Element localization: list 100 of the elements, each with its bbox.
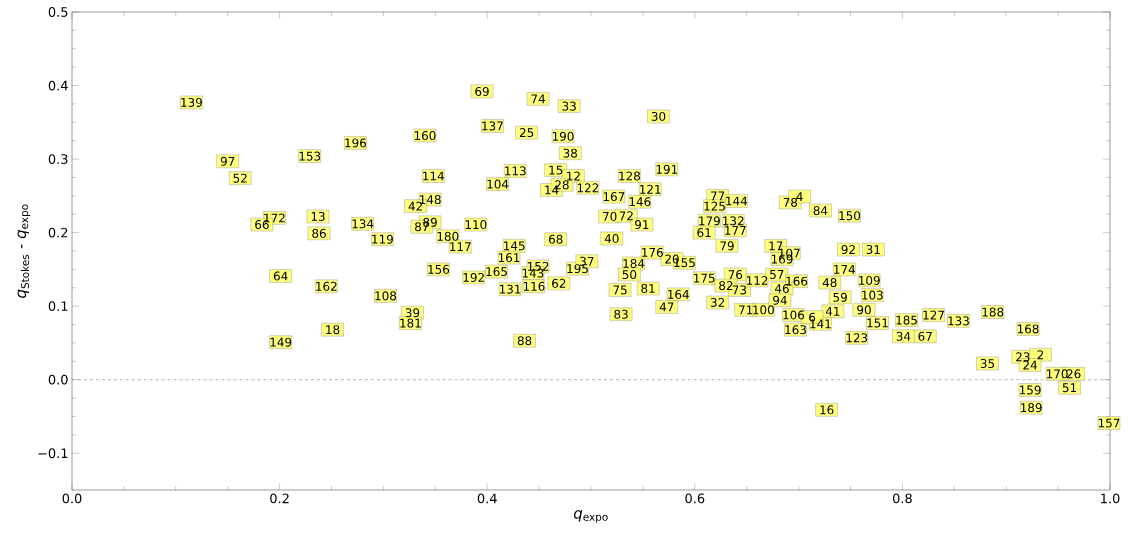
annotation: 83 — [614, 309, 628, 319]
annotation: 192 — [463, 272, 484, 282]
annotation: 23 — [1016, 352, 1030, 362]
annotation: 114 — [423, 171, 444, 181]
annotation: 139 — [181, 97, 202, 107]
annotation: 94 — [773, 295, 787, 305]
annotation: 125 — [704, 201, 725, 211]
annotation: 79 — [720, 241, 734, 251]
annotation: 165 — [486, 267, 507, 277]
x-tick-label: 0.0 — [62, 493, 82, 504]
x-tick-label: 0.4 — [477, 493, 497, 504]
annotation: 145 — [504, 241, 525, 251]
annotation: 59 — [833, 292, 847, 302]
annotation: 12 — [567, 171, 580, 181]
annotation: 117 — [450, 242, 471, 251]
annotation: 196 — [345, 138, 367, 148]
annotation: 42 — [408, 201, 422, 211]
annotation: 57 — [770, 270, 784, 279]
annotation: 40 — [604, 233, 619, 244]
annotation: 31 — [866, 245, 880, 255]
annotation: 121 — [640, 184, 661, 194]
annotation: 168 — [1017, 324, 1039, 334]
annotation: 37 — [580, 256, 594, 266]
annotation: 33 — [562, 101, 576, 111]
annotation: 148 — [420, 195, 441, 205]
annotation: 191 — [656, 164, 678, 174]
annotation: 25 — [519, 128, 534, 138]
annotation: 50 — [622, 270, 637, 280]
x-axis-title: q$_{expo}$ — [573, 510, 608, 523]
annotation: 106 — [783, 310, 805, 320]
annotation: 132 — [723, 216, 744, 226]
annotation: 162 — [316, 281, 337, 291]
annotation: 189 — [1021, 403, 1042, 413]
annotation: 90 — [857, 305, 871, 315]
annotation: 166 — [786, 276, 808, 286]
annotation: 133 — [948, 316, 969, 326]
annotation: 38 — [563, 148, 578, 158]
y-axis-title: q$_{Stokes}$ - q$_{expo}$ — [17, 204, 31, 298]
annotation: 39 — [405, 308, 420, 318]
annotation: 177 — [725, 226, 746, 235]
annotation: 47 — [659, 302, 674, 312]
annotation: 77 — [711, 191, 725, 201]
annotation: 70 — [603, 211, 617, 221]
annotation: 175 — [694, 273, 715, 283]
y-tick-label: 0.5 — [48, 7, 68, 17]
annotation: 184 — [623, 258, 645, 269]
annotation: 16 — [820, 405, 834, 415]
annotation: 72 — [619, 211, 633, 221]
annotation: 110 — [465, 220, 487, 230]
annotation: 176 — [642, 247, 663, 257]
annotation: 92 — [841, 245, 855, 255]
annotation: 51 — [1062, 383, 1077, 393]
annotation: 68 — [548, 234, 563, 244]
annotation: 81 — [641, 283, 655, 294]
annotation: 48 — [822, 278, 837, 288]
annotation: 156 — [428, 264, 450, 274]
annotation: 100 — [753, 305, 774, 315]
annotation: 73 — [732, 285, 747, 295]
annotation: 15 — [549, 165, 563, 175]
annotation: 4 — [796, 192, 803, 201]
annotation: 153 — [299, 151, 321, 161]
annotation: 91 — [635, 220, 649, 230]
annotation: 76 — [728, 270, 743, 280]
annotation: 137 — [482, 121, 503, 131]
annotation: 69 — [475, 86, 489, 96]
annotation: 144 — [726, 196, 748, 206]
annotation: 88 — [517, 336, 532, 346]
annotation: 103 — [862, 290, 883, 300]
y-tick-label: 0.2 — [48, 227, 68, 238]
annotation: 61 — [697, 228, 711, 238]
x-tick-label: 0.8 — [892, 493, 912, 504]
annotation: 74 — [531, 94, 545, 104]
annotation: 18 — [326, 325, 340, 335]
y-tick-label: 0.3 — [48, 154, 68, 164]
annotation: 104 — [487, 179, 509, 189]
annotation: 26 — [1066, 369, 1081, 379]
annotation: 34 — [896, 331, 911, 341]
annotation: 167 — [603, 192, 625, 202]
annotation: 127 — [923, 310, 944, 320]
annotation: 164 — [668, 289, 689, 299]
annotation: 195 — [567, 264, 588, 274]
annotation: 131 — [499, 284, 521, 294]
annotation: 108 — [375, 291, 397, 301]
annotation: 157 — [1098, 418, 1120, 428]
annotation: 170 — [1046, 369, 1068, 379]
annotation: 82 — [719, 281, 733, 291]
annotation: 116 — [523, 281, 545, 291]
y-tick-label: 0.4 — [48, 80, 68, 91]
annotation: 161 — [498, 253, 520, 263]
annotation: 174 — [834, 265, 856, 274]
annotation: 160 — [414, 131, 436, 141]
annotation: 163 — [785, 325, 806, 335]
annotation: 41 — [825, 306, 840, 316]
annotation: 150 — [839, 211, 861, 221]
annotation: 67 — [918, 331, 932, 341]
annotation: 128 — [619, 171, 640, 181]
annotation: 86 — [312, 228, 326, 238]
y-tick-label: −0.1 — [38, 448, 68, 459]
annotation: 62 — [552, 278, 566, 288]
annotation: 97 — [220, 156, 235, 166]
